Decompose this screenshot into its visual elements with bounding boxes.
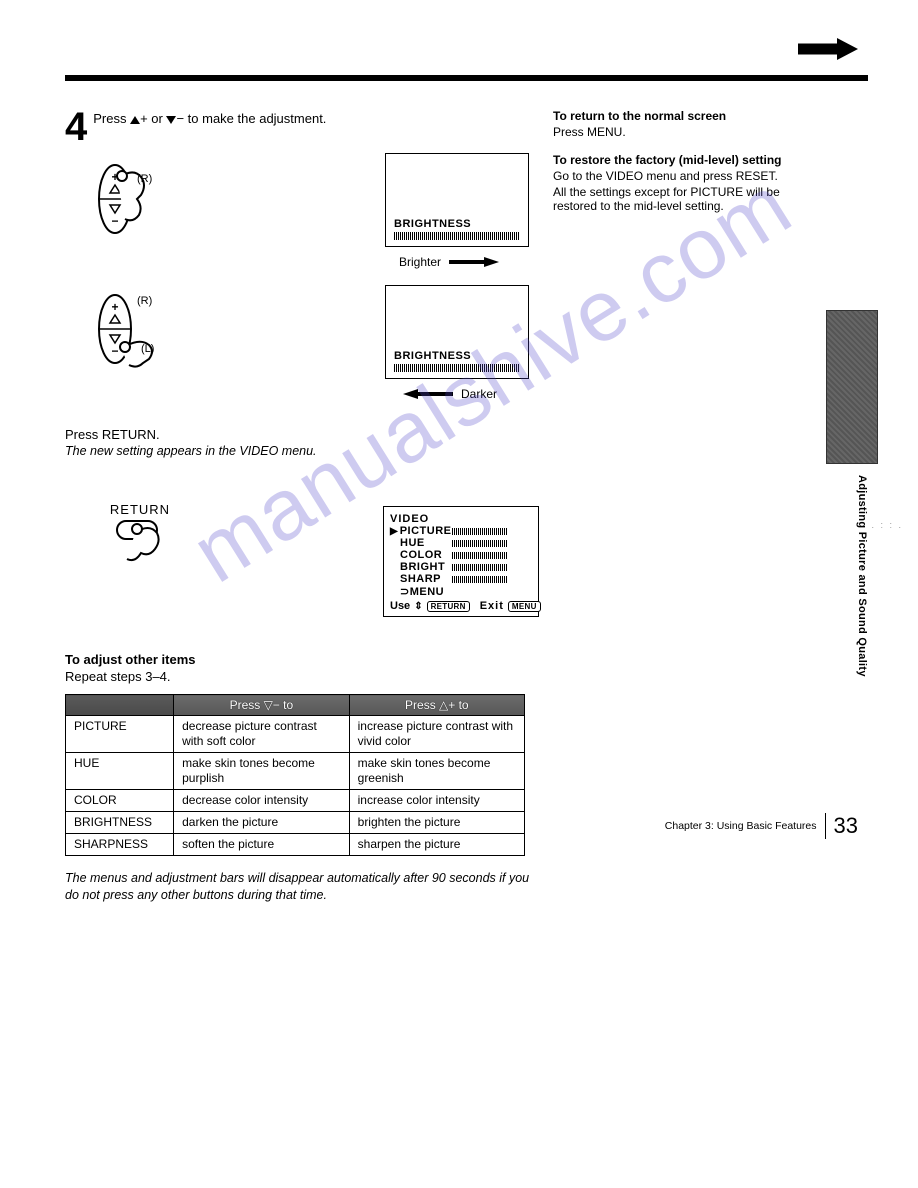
cell-up: brighten the picture	[349, 812, 524, 834]
th-press-down: Press ▽− to	[174, 695, 350, 716]
section-tab	[826, 310, 878, 464]
triangle-up-icon	[130, 116, 140, 124]
page-number: 33	[825, 813, 858, 839]
left-column: 4 Press + or − to make the adjustment. +…	[65, 109, 535, 904]
menu-row-menu: ⊃MENU	[390, 585, 532, 598]
row-label: SHARPNESS	[66, 834, 174, 856]
table-row: COLOR decrease color intensity increase …	[66, 790, 525, 812]
press-return-text: Press RETURN.	[65, 427, 535, 442]
chapter-label: Chapter 3: Using Basic Features	[665, 820, 817, 832]
brightness-box-darker: BRIGHTNESS	[385, 285, 529, 379]
brightness-box-brighter: BRIGHTNESS	[385, 153, 529, 247]
exit-text: Exit	[480, 600, 504, 612]
return-label: RETURN	[105, 502, 175, 517]
adjust-other-heading: To adjust other items	[65, 652, 535, 667]
cell-up: make skin tones become greenish	[349, 753, 524, 790]
menu-bottom-row: Use ⇕ RETURN Exit MENU	[390, 600, 532, 612]
table-row: SHARPNESS soften the picture sharpen the…	[66, 834, 525, 856]
table-footnote: The menus and adjustment bars will disap…	[65, 870, 535, 904]
row-label: HUE	[66, 753, 174, 790]
brightness-bar-high	[394, 232, 520, 240]
th-blank	[66, 695, 174, 716]
return-normal-heading: To return to the normal screen	[553, 109, 808, 123]
new-setting-note: The new setting appears in the VIDEO men…	[65, 444, 535, 458]
cell-down: decrease picture contrast with soft colo…	[174, 716, 350, 753]
darker-text: Darker	[461, 387, 497, 401]
cell-down: decrease color intensity	[174, 790, 350, 812]
cell-up: increase picture contrast with vivid col…	[349, 716, 524, 753]
l-label: (L)	[141, 343, 154, 355]
header-rule	[65, 75, 868, 81]
th-press-up: Press △+ to	[349, 695, 524, 716]
video-menu-box: VIDEO ▶PICTURE HUE COLOR BRIGHT SHARP ⊃M…	[383, 506, 539, 617]
cell-down: make skin tones become purplish	[174, 753, 350, 790]
menu-row-hue: HUE	[390, 537, 532, 549]
updown-icon: ⇕	[414, 601, 422, 612]
cell-down: darken the picture	[174, 812, 350, 834]
restore-factory-text-2: All the settings except for PICTURE will…	[553, 185, 808, 213]
brightness-bar-low	[394, 364, 520, 372]
arrow-left-icon	[403, 389, 453, 399]
row-label: COLOR	[66, 790, 174, 812]
use-text: Use	[390, 600, 410, 612]
brighter-text: Brighter	[399, 255, 441, 269]
svg-text:+: +	[111, 300, 118, 314]
return-group: RETURN VIDEO ▶PICTURE HUE COLOR BRIGHT S…	[65, 502, 535, 632]
r-label-2: (R)	[137, 295, 152, 307]
restore-factory-text-1: Go to the VIDEO menu and press RESET.	[553, 169, 808, 183]
svg-text:−: −	[111, 214, 118, 228]
adjust-other-sub: Repeat steps 3–4.	[65, 669, 535, 684]
brightness-label-1: BRIGHTNESS	[394, 218, 471, 230]
step-text-a: Press	[93, 111, 130, 126]
step-text-c: − to make the adjustment.	[176, 111, 326, 126]
darker-label-row: Darker	[403, 387, 497, 401]
right-column: To return to the normal screen Press MEN…	[553, 109, 808, 904]
page-footer: Chapter 3: Using Basic Features 33	[665, 813, 858, 839]
step-4-row: 4 Press + or − to make the adjustment.	[65, 109, 535, 143]
pointer-icon: ▶	[390, 526, 398, 537]
cell-down: soften the picture	[174, 834, 350, 856]
r-label-1: (R)	[137, 173, 152, 185]
brightness-label-2: BRIGHTNESS	[394, 350, 471, 362]
menu-row-picture: ▶PICTURE	[390, 525, 532, 537]
page: 4 Press + or − to make the adjustment. +…	[0, 0, 918, 924]
menu-row-sharp: SHARP	[390, 573, 532, 585]
brighter-label-row: Brighter	[399, 255, 499, 269]
menu-badge: MENU	[508, 601, 541, 612]
svg-text:−: −	[111, 344, 118, 358]
menu-row-color: COLOR	[390, 549, 532, 561]
return-badge: RETURN	[427, 601, 470, 612]
cell-up: increase color intensity	[349, 790, 524, 812]
table-row: PICTURE decrease picture contrast with s…	[66, 716, 525, 753]
step-number: 4	[65, 111, 87, 143]
cell-up: sharpen the picture	[349, 834, 524, 856]
step4-group-1: + − (R) BRIGHTNESS Brighter	[65, 161, 535, 291]
adjustment-table: Press ▽− to Press △+ to PICTURE decrease…	[65, 694, 525, 856]
row-label: BRIGHTNESS	[66, 812, 174, 834]
row-label: PICTURE	[66, 716, 174, 753]
step-instruction: Press + or − to make the adjustment.	[93, 109, 326, 126]
triangle-down-icon	[166, 116, 176, 124]
step-text-b: + or	[140, 111, 166, 126]
restore-factory-heading: To restore the factory (mid-level) setti…	[553, 153, 808, 167]
arrow-right-icon	[449, 257, 499, 267]
return-normal-text: Press MENU.	[553, 125, 808, 139]
table-row: HUE make skin tones become purplish make…	[66, 753, 525, 790]
section-tab-label: Adjusting Picture and Sound Quality	[856, 475, 868, 677]
video-menu-title: VIDEO	[390, 513, 532, 525]
table-row: BRIGHTNESS darken the picture brighten t…	[66, 812, 525, 834]
continue-arrow-icon	[798, 38, 858, 60]
scan-artifact: . : : .	[871, 520, 903, 530]
step4-group-2: + − (R) (L) BRIGHTNESS Darker	[65, 291, 535, 421]
content-columns: 4 Press + or − to make the adjustment. +…	[65, 109, 868, 904]
menu-row-bright: BRIGHT	[390, 561, 532, 573]
